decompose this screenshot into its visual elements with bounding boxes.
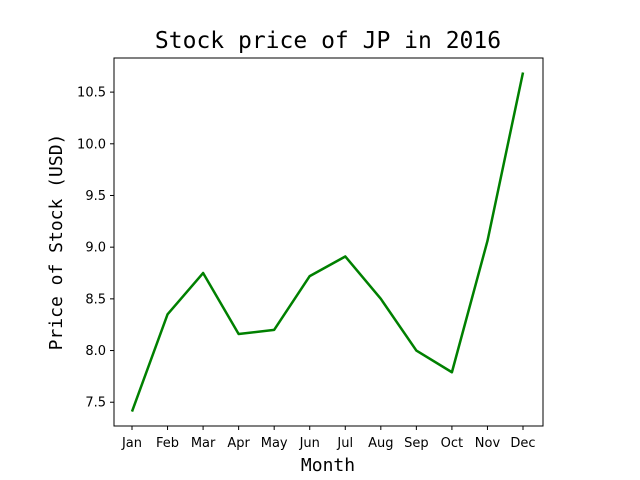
x-tick-label: Jan — [121, 436, 142, 451]
y-axis-label: Price of Stock (USD) — [46, 134, 67, 351]
y-tick-label: 10.5 — [77, 86, 106, 101]
y-tick-label: 9.0 — [85, 241, 106, 256]
x-tick-label: Aug — [368, 436, 393, 451]
x-axis-label: Month — [301, 455, 355, 476]
x-tick-label: May — [261, 436, 288, 451]
y-axis: 7.5 8.0 8.5 9.0 9.5 10.0 10.5 — [77, 86, 114, 411]
x-tick-label: Nov — [475, 436, 501, 451]
x-tick-label: Mar — [191, 436, 216, 451]
x-tick-label: Oct — [441, 436, 463, 451]
x-tick-label: Sep — [404, 436, 429, 451]
x-tick-label: Jul — [336, 436, 353, 451]
y-tick-label: 8.0 — [85, 344, 106, 359]
x-tick-label: Jun — [299, 436, 320, 451]
series-line — [130, 72, 525, 412]
x-tick-label: Apr — [227, 436, 250, 451]
y-tick-label: 9.5 — [85, 189, 106, 204]
plot-area-frame — [113, 57, 544, 427]
x-tick-label: Feb — [156, 436, 179, 451]
chart-title: Stock price of JP in 2016 — [155, 28, 501, 54]
x-tick-label: Dec — [510, 436, 535, 451]
y-tick-label: 8.5 — [85, 292, 106, 307]
y-tick-label: 7.5 — [85, 396, 106, 411]
y-tick-label: 10.0 — [77, 137, 106, 152]
x-axis: Jan Feb Mar Apr May Jun Jul Aug Sep Oct Nov Dec — [121, 426, 536, 451]
